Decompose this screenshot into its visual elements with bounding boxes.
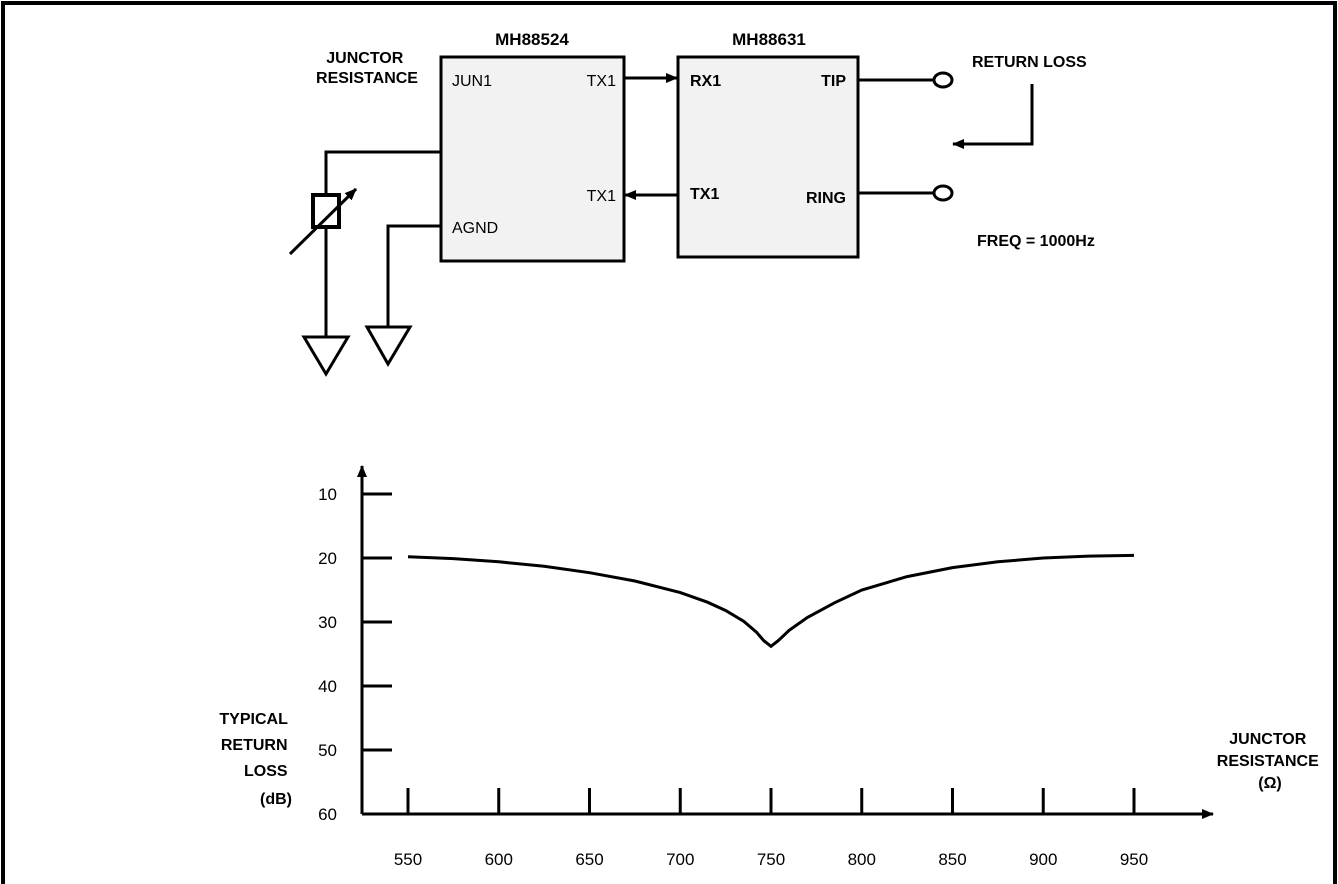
- variable-resistor-arrow: [288, 187, 358, 256]
- x-tick-label: 800: [848, 850, 876, 869]
- y-tick-label: 50: [318, 741, 337, 760]
- chip2-box: [676, 55, 860, 259]
- y-axis-label-line3: LOSS: [244, 763, 288, 780]
- y-tick-label: 10: [318, 485, 337, 504]
- x-tick-label: 900: [1029, 850, 1057, 869]
- junctor-label: JUNCTOR RESISTANCE: [316, 50, 418, 87]
- chip1-pin-agnd: AGND: [452, 220, 498, 237]
- freq-label: FREQ = 1000Hz: [977, 233, 1095, 250]
- chip1-pin-tx1-top: TX1: [587, 73, 616, 90]
- jun1-wire: [324, 150, 441, 195]
- x-tick-label: 700: [666, 850, 694, 869]
- y-axis-label-line2: RETURN: [221, 737, 288, 754]
- chip2-name: MH88631: [732, 30, 806, 49]
- return-loss-arrow: [952, 84, 1034, 149]
- x-axis-label: JUNCTOR RESISTANCE (Ω): [1217, 731, 1323, 792]
- x-tick-label: 950: [1120, 850, 1148, 869]
- return-loss-label: RETURN LOSS: [972, 54, 1087, 71]
- junctor-label-line2: RESISTANCE: [316, 70, 418, 87]
- ground-symbol-left: [301, 335, 351, 377]
- chip2-pin-tx1: TX1: [690, 186, 719, 203]
- y-tick-label: 20: [318, 549, 337, 568]
- ring-terminal: [932, 184, 954, 202]
- x-tick-label: 550: [394, 850, 422, 869]
- y-tick-label: 30: [318, 613, 337, 632]
- x-axis-label-line3: (Ω): [1258, 775, 1281, 792]
- junctor-label-line1: JUNCTOR: [326, 50, 403, 67]
- y-axis-label: TYPICAL RETURN LOSS (dB): [219, 711, 292, 808]
- chip2-pin-ring: RING: [806, 190, 846, 207]
- chip2-pin-tip: TIP: [821, 73, 846, 90]
- y-tick-label: 60: [318, 805, 337, 824]
- y-ticks: 10 20 30 40 50 60: [318, 485, 392, 824]
- x-tick-label: 850: [938, 850, 966, 869]
- chip1-box: [439, 55, 626, 263]
- return-loss-chart: 10 20 30 40 50 60 550 600 650 700 750 800 850 900 950…: [219, 465, 1323, 869]
- x-ticks: 550 600 650 700 750 800 850 900 950: [394, 788, 1148, 869]
- schematic: MH88524 JUN1 TX1 TX1 AGND MH88631 RX1 TI…: [288, 30, 1095, 377]
- y-axis-label-line1: TYPICAL: [219, 711, 288, 728]
- ground-symbol-right: [364, 325, 413, 367]
- x-axis-label-line1: JUNCTOR: [1229, 731, 1306, 748]
- x-tick-label: 600: [485, 850, 513, 869]
- chip1-pin-jun1: JUN1: [452, 73, 492, 90]
- y-axis-label-line4: (dB): [260, 791, 292, 808]
- return-loss-curve: [407, 553, 1135, 649]
- x-tick-label: 650: [575, 850, 603, 869]
- tip-terminal: [932, 71, 954, 89]
- x-tick-label: 750: [757, 850, 785, 869]
- chip1-pin-tx1-bottom: TX1: [587, 188, 616, 205]
- y-tick-label: 40: [318, 677, 337, 696]
- chip1-name: MH88524: [495, 30, 569, 49]
- x-axis-label-line2: RESISTANCE: [1217, 753, 1319, 770]
- chip2-pin-rx1: RX1: [690, 73, 721, 90]
- agnd-wire: [386, 224, 441, 327]
